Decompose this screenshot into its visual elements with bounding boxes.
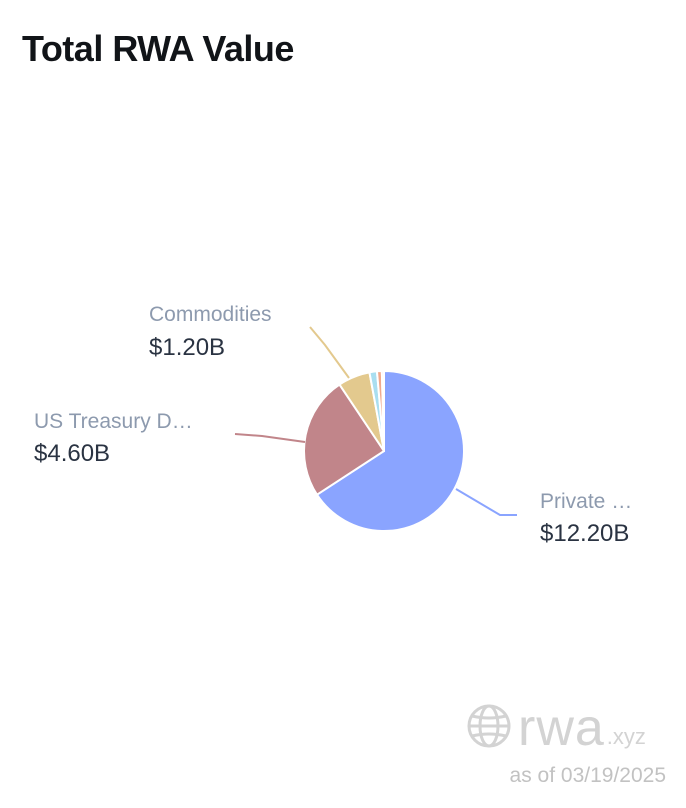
as-of-prefix: as of [509,764,556,787]
slice-value-commodities: $1.20B [149,334,225,361]
leader-line-private [455,488,517,516]
leader-lines [234,326,517,516]
leader-line-commodities [309,326,350,379]
as-of-date: as of 03/19/2025 [510,764,666,788]
brand-suffix: .xyz [606,724,646,749]
slice-value-us-treasury: $4.60B [34,440,110,467]
pie-slice-minor-3[interactable] [380,370,385,452]
slice-label-us-treasury: US Treasury D… [34,410,193,433]
slice-label-private: Private … [540,490,632,513]
globe-icon [466,703,512,754]
as-of-value: 03/19/2025 [560,764,666,787]
pie-slice-us-treasury[interactable] [303,383,385,496]
brand-name: rwa [518,699,605,757]
slice-label-commodities: Commodities [149,303,272,326]
rwa-watermark: rwa .xyz [466,702,646,754]
slice-labels: Private … $12.20B US Treasury D… $4.60B … [34,303,632,547]
chart-title: Total RWA Value [22,28,294,69]
pie-slices [303,370,465,532]
slice-value-private: $12.20B [540,520,629,547]
pie-slice-private[interactable] [315,370,465,532]
leader-line-us-treasury [234,433,306,443]
